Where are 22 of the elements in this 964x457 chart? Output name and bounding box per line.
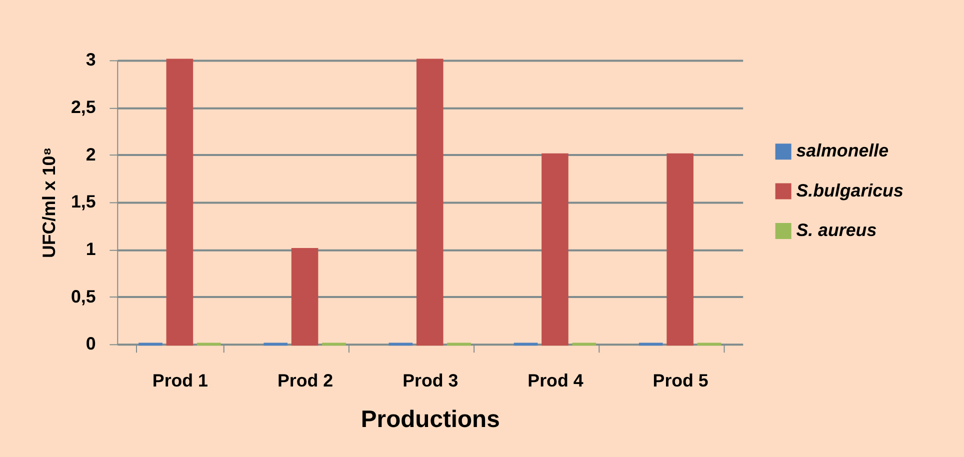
legend-label: S. aureus [796,220,877,240]
y-tick-label: 0 [86,334,96,354]
y-tick-label: 0,5 [70,286,96,306]
bar [666,153,694,346]
bar [542,153,568,346]
x-axis-title: Productions [360,406,500,434]
y-tick-label: 1 [86,238,96,259]
y-tick-label: 2 [86,144,96,164]
x-tick-label: Prod 1 [152,370,208,390]
x-tick-label: Prod 3 [402,370,458,390]
legend-label: salmonelle [796,140,889,161]
y-tick-label: 1,5 [70,192,96,212]
legend-label: S.bulgaricus [796,180,904,200]
x-tick-label: Prod 5 [652,370,708,390]
y-tick-label: 2,5 [70,97,96,118]
bar [291,248,318,346]
x-tick-label: Prod 2 [277,370,334,390]
x-tick-label: Prod 4 [528,370,584,390]
y-axis-title: UFC/ml x 10⁸ [39,147,60,258]
bar [416,58,444,346]
bar [166,58,194,346]
y-tick-label: 3 [86,50,96,70]
